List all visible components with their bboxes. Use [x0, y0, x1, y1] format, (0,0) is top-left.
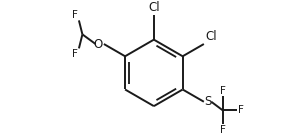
Text: S: S: [205, 95, 212, 108]
Text: F: F: [220, 125, 226, 135]
Text: F: F: [72, 10, 78, 20]
Text: O: O: [94, 38, 103, 51]
Text: F: F: [72, 49, 78, 59]
Text: Cl: Cl: [148, 1, 160, 14]
Text: F: F: [220, 86, 226, 96]
Text: F: F: [238, 105, 244, 116]
Text: Cl: Cl: [206, 30, 217, 43]
